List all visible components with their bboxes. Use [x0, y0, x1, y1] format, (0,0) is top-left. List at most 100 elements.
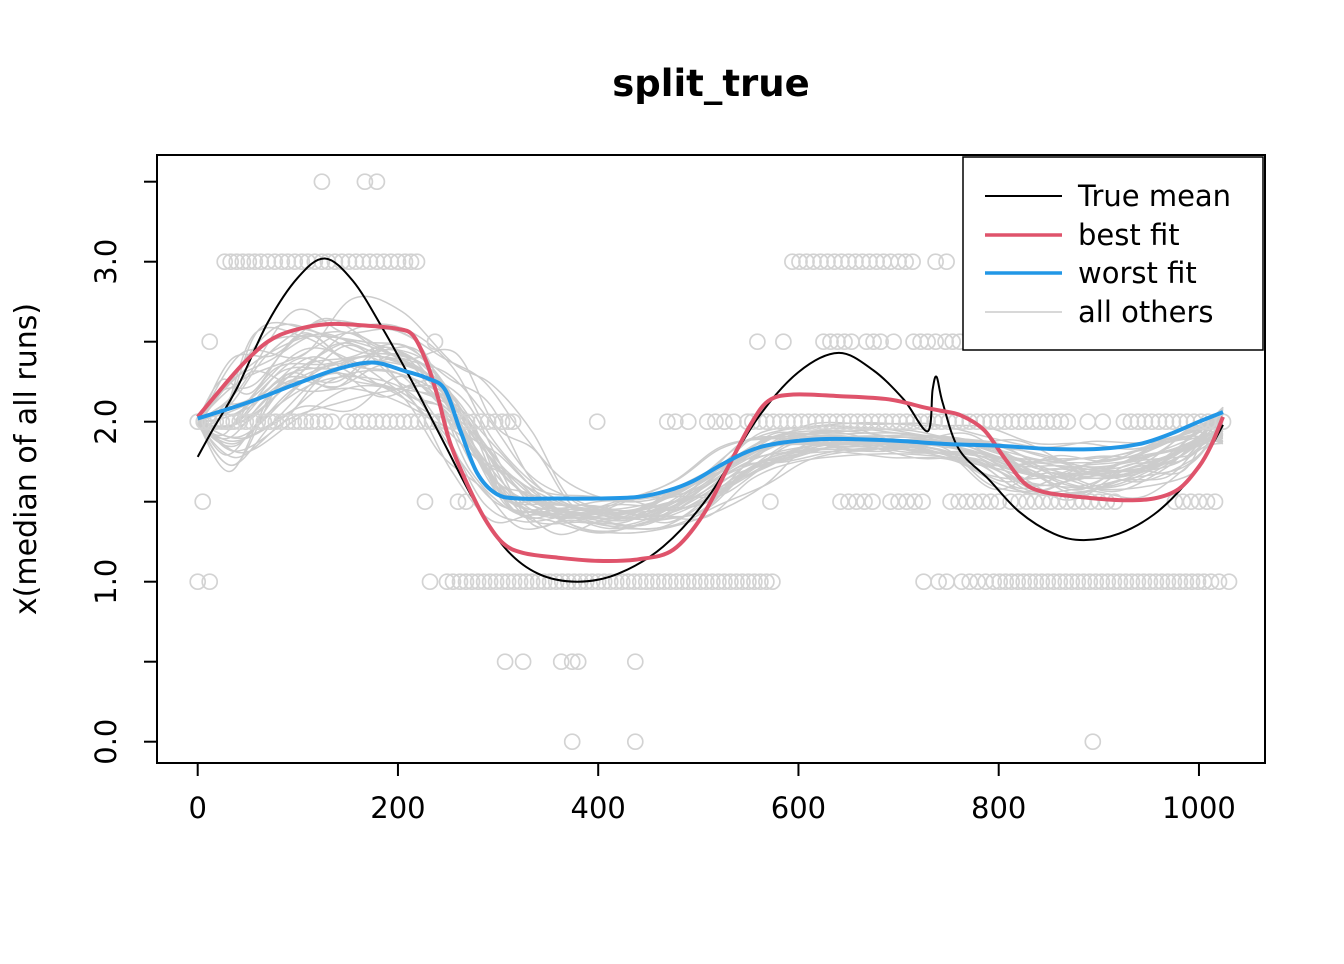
scatter-point	[339, 413, 357, 431]
scatter-point	[722, 573, 739, 591]
scatter-point	[354, 253, 372, 271]
scatter-point	[368, 173, 386, 191]
scatter-point	[989, 413, 1007, 431]
scatter-point	[493, 413, 511, 431]
scatter-point	[958, 493, 976, 511]
scatter-point	[1192, 413, 1210, 431]
scatter-point	[493, 573, 511, 591]
scatter-point	[848, 493, 865, 511]
scatter-point	[463, 573, 481, 591]
scatter-point	[291, 413, 309, 431]
scatter-point	[707, 413, 724, 431]
scatter-point	[240, 253, 258, 271]
scatter-point	[821, 413, 838, 431]
scatter-point	[496, 653, 514, 671]
scatter-point	[481, 573, 499, 591]
scatter-point	[487, 573, 505, 591]
scatter-point	[1057, 573, 1075, 591]
scatter-point	[940, 413, 957, 431]
scatter-point	[523, 573, 541, 591]
scatter-point	[402, 413, 420, 431]
scatter-point	[897, 253, 914, 271]
scatter-point	[273, 253, 291, 271]
scatter-point	[765, 413, 782, 431]
scatter-point	[261, 413, 279, 431]
scatter-point	[353, 413, 371, 431]
scatter-point	[216, 253, 234, 271]
scatter-point	[563, 733, 581, 751]
scatter-point	[791, 253, 808, 271]
scatter-point	[243, 413, 261, 431]
scatter-point	[1093, 573, 1111, 591]
scatter-point	[326, 253, 344, 271]
y-tick-label: 2.0	[89, 399, 123, 445]
scatter-point	[1174, 493, 1192, 511]
scatter-point	[944, 333, 962, 351]
scatter-point	[854, 253, 871, 271]
scatter-point	[930, 573, 947, 591]
scatter-point	[734, 573, 751, 591]
y-tick-label: 0.0	[89, 719, 123, 765]
scatter-point	[1150, 413, 1168, 431]
scatter-point	[1021, 573, 1039, 591]
scatter-point	[1164, 413, 1182, 431]
scatter-point	[1045, 573, 1063, 591]
scatter-point	[451, 573, 469, 591]
scatter-point	[279, 253, 297, 271]
scatter-point	[969, 573, 987, 591]
plot-border	[156, 154, 1266, 764]
scatter-point	[499, 413, 517, 431]
scatter-point	[595, 573, 613, 591]
scatter-point	[626, 653, 644, 671]
scatter-point	[861, 253, 878, 271]
scatter-point	[764, 573, 781, 591]
scatter-point	[815, 333, 832, 351]
scatter-point	[219, 413, 237, 431]
scatter-point	[890, 253, 907, 271]
chart-title: split_true	[612, 62, 809, 105]
scatter-point	[685, 573, 703, 591]
scatter-point	[1182, 493, 1200, 511]
scatter-point	[826, 253, 843, 271]
scatter-point	[360, 413, 378, 431]
scatter-point	[381, 413, 399, 431]
scatter-point	[877, 413, 894, 431]
scatter-point	[890, 493, 907, 511]
scatter-point	[514, 653, 532, 671]
scatter-point	[286, 253, 304, 271]
scatter-point	[1198, 493, 1216, 511]
scatter-point	[246, 253, 264, 271]
ensemble-line	[197, 384, 1224, 534]
scatter-point	[1010, 493, 1028, 511]
scatter-point	[832, 493, 849, 511]
scatter-point	[752, 573, 769, 591]
scatter-point	[1136, 413, 1154, 431]
scatter-point	[772, 413, 789, 431]
scatter-point	[225, 413, 243, 431]
scatter-point	[870, 413, 887, 431]
scatter-point	[375, 253, 393, 271]
x-tick-label: 1000	[1162, 791, 1236, 825]
scatter-point	[812, 253, 829, 271]
scatter-point	[775, 333, 792, 351]
scatter-point	[361, 253, 379, 271]
x-tick-label: 800	[971, 791, 1026, 825]
scatter-point	[1031, 413, 1049, 431]
scatter-point	[996, 413, 1014, 431]
scatter-point	[1079, 413, 1097, 431]
x-tick-label: 600	[771, 791, 826, 825]
scatter-point	[267, 413, 285, 431]
scatter-point	[472, 413, 490, 431]
scatter-point	[828, 413, 845, 431]
scatter-point	[728, 573, 745, 591]
scatter-point	[479, 413, 497, 431]
scatter-point	[835, 413, 852, 431]
scatter-point	[396, 253, 414, 271]
x-tick-label: 400	[571, 791, 626, 825]
scatter-point	[1063, 573, 1081, 591]
scatter-point	[201, 333, 219, 351]
scatter-point	[1015, 573, 1033, 591]
scatter-point	[833, 253, 850, 271]
scatter-point	[1123, 573, 1141, 591]
